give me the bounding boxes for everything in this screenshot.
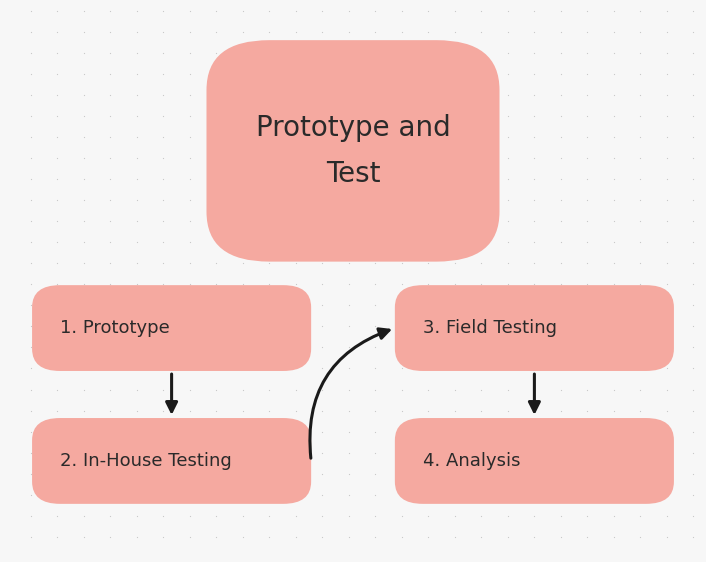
Text: Prototype and
Test: Prototype and Test	[256, 114, 450, 188]
Text: 1. Prototype: 1. Prototype	[60, 319, 169, 337]
FancyBboxPatch shape	[32, 418, 311, 504]
FancyBboxPatch shape	[395, 418, 674, 504]
Text: 4. Analysis: 4. Analysis	[423, 452, 520, 470]
FancyBboxPatch shape	[206, 40, 500, 262]
FancyBboxPatch shape	[32, 285, 311, 371]
Text: 3. Field Testing: 3. Field Testing	[423, 319, 557, 337]
FancyBboxPatch shape	[395, 285, 674, 371]
Text: 2. In-House Testing: 2. In-House Testing	[60, 452, 232, 470]
